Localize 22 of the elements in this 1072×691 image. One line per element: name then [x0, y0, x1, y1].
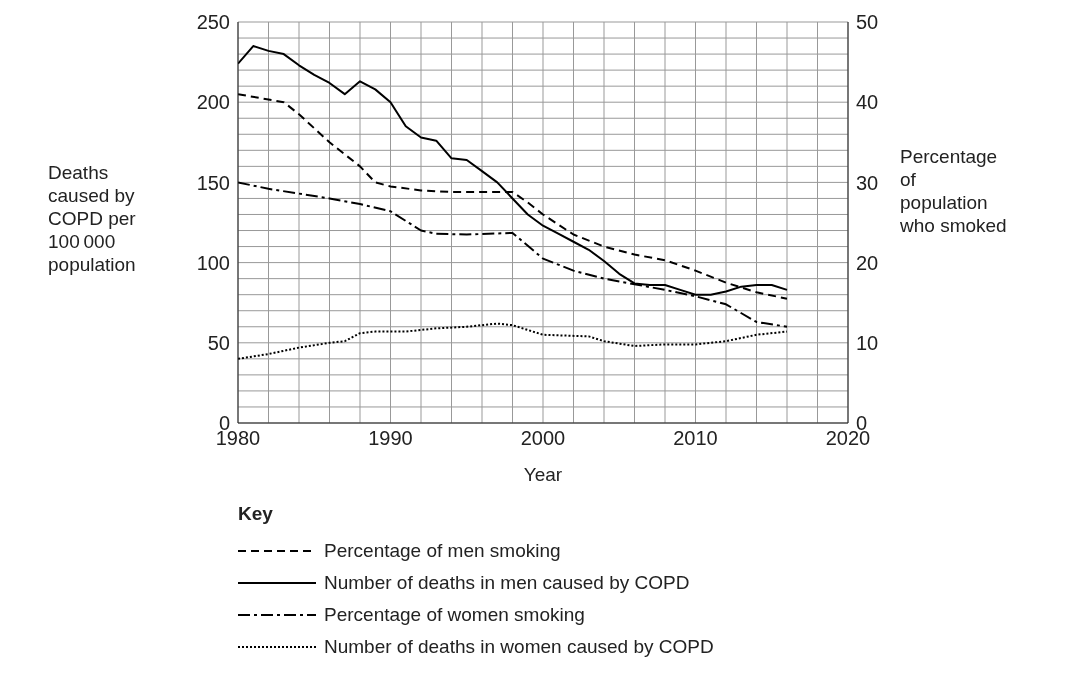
legend-label: Percentage of women smoking — [324, 604, 585, 626]
y2-tick-label: 10 — [856, 331, 879, 354]
legend-title: Key — [238, 503, 274, 525]
y-tick-label: 100 — [196, 251, 230, 274]
y2-tick-label: 20 — [856, 251, 879, 274]
y-axis-title: Deaths caused by COPD per 100 000 population — [48, 161, 137, 275]
y2-tick-label: 30 — [856, 171, 879, 194]
line-series — [238, 322, 788, 360]
legend-label: Percentage of men smoking — [324, 540, 561, 562]
y-tick-label: 150 — [196, 171, 230, 194]
y-tick-label: 200 — [196, 91, 230, 114]
y-tick-label: 50 — [207, 331, 230, 354]
legend-label: Number of deaths in men caused by COPD — [324, 572, 690, 594]
x-tick-label: 2000 — [520, 427, 566, 450]
y2-axis-title: Percentage of population who smoked — [899, 145, 1007, 236]
y2-tick-label: 50 — [856, 11, 879, 34]
x-tick-label: 2010 — [673, 427, 718, 450]
legend-label: Number of deaths in women caused by COPD — [324, 636, 714, 658]
y-tick-label: 250 — [196, 11, 230, 34]
x-axis-title: Year — [523, 464, 563, 485]
x-tick-label: 1990 — [368, 427, 413, 450]
y2-tick-label: 40 — [856, 91, 879, 114]
